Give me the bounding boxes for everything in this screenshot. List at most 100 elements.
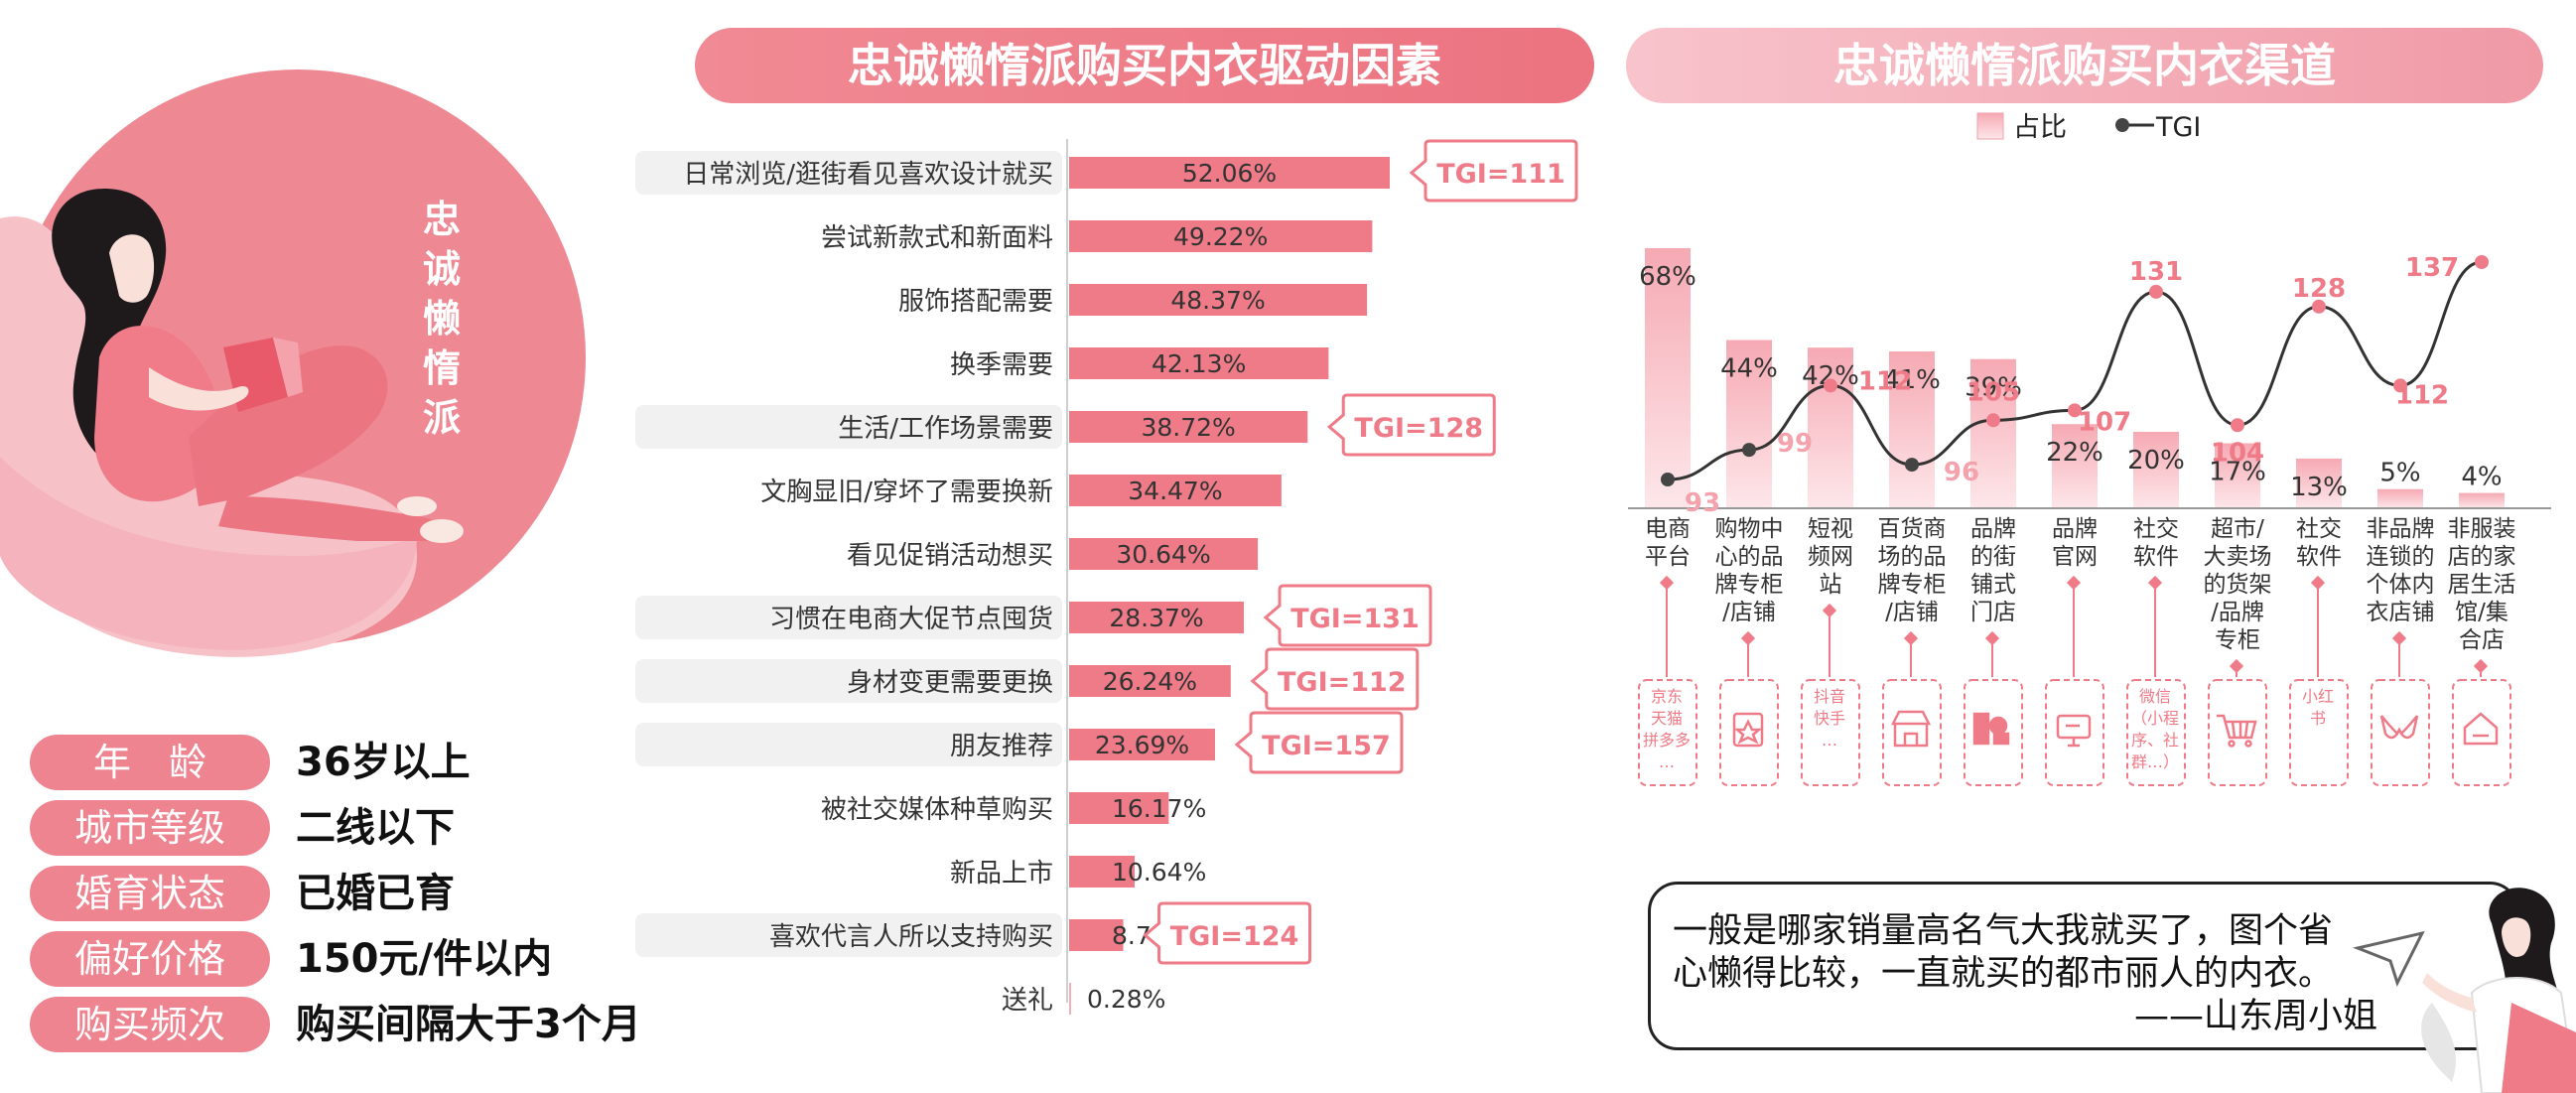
driver-bar xyxy=(1069,157,1390,189)
driver-value-label: 28.37% xyxy=(1109,604,1203,632)
tgi-point-label: 112 xyxy=(2395,380,2449,410)
persona-title-char: 惰 xyxy=(422,346,461,390)
tgi-callout-box xyxy=(1143,901,1312,965)
channel-category-label: 购物中心的品牌专柜/店铺 xyxy=(1715,516,1784,625)
driver-category-label: 送礼 xyxy=(1002,986,1053,1016)
paper-plane-icon xyxy=(2353,930,2425,987)
channel-bar-label: 4% xyxy=(2461,463,2502,492)
tgi-callout-label: TGI=128 xyxy=(1354,413,1483,444)
tgi-callout-label: TGI=124 xyxy=(1170,921,1299,952)
driver-value-label: 48.37% xyxy=(1170,286,1265,315)
channels-chart-title: 忠诚懒惰派购买内衣渠道 xyxy=(1626,28,2543,103)
driver-value-label: 10.64% xyxy=(1112,858,1206,887)
connector-diamond xyxy=(2147,575,2163,591)
channel-example-text: 抖音快手… xyxy=(1814,687,1845,750)
connector-diamond xyxy=(1822,603,1837,618)
driver-value-label: 0.28% xyxy=(1087,985,1165,1014)
quote-author: ——山东周小姐 xyxy=(2133,997,2377,1036)
channel-category-label: 非品牌连锁的个体内衣店铺 xyxy=(2367,516,2435,625)
driver-value-label: 49.22% xyxy=(1173,222,1268,251)
driver-value-label: 30.64% xyxy=(1116,540,1210,569)
profile-label: 年 龄 xyxy=(30,735,270,790)
channel-example-box xyxy=(2045,679,2104,786)
persona-title-char: 诚 xyxy=(422,247,461,291)
tgi-point xyxy=(2475,255,2489,269)
driver-category-label: 文胸显旧/穿坏了需要换新 xyxy=(760,478,1053,507)
connector-diamond xyxy=(2066,575,2082,591)
driver-value-label: 34.47% xyxy=(1128,477,1222,505)
channel-bar-label: 44% xyxy=(1720,353,1778,383)
channel-bar-label: 20% xyxy=(2127,446,2185,476)
quote-bubble: 一般是哪家销量高名气大我就买了，图个省 心懒得比较，一直就买的都市丽人的内衣。 … xyxy=(1648,882,2519,1050)
channel-bar xyxy=(1645,248,1691,508)
driver-category-label: 尝试新款式和新面料 xyxy=(821,223,1053,253)
connector-diamond xyxy=(2473,658,2489,674)
persona-title-char: 忠 xyxy=(422,198,461,241)
channel-example-box xyxy=(1964,679,2023,786)
connector-diamond xyxy=(2391,630,2407,646)
drivers-bar-chart: 日常浏览/逛街看见喜欢设计就买 52.06% TGI=111 尝试新款式和新面料 49.… xyxy=(635,139,1578,1016)
channel-bar xyxy=(2133,431,2179,508)
tgi-point-label: 128 xyxy=(2292,274,2346,304)
driver-bar xyxy=(1069,284,1368,316)
driver-bar xyxy=(1069,220,1373,252)
body-shape xyxy=(94,326,224,502)
connector-diamond xyxy=(2229,658,2244,674)
driver-value-label: 26.24% xyxy=(1103,667,1197,696)
driver-bar xyxy=(1069,983,1071,1015)
profile-label: 城市等级 xyxy=(30,800,270,856)
channel-bar xyxy=(1889,351,1935,508)
channel-example-text: 小红书 xyxy=(2302,687,2334,728)
driver-bar xyxy=(1069,602,1245,633)
drivers-chart-title: 忠诚懒惰派购买内衣驱动因素 xyxy=(695,28,1594,103)
profile-value: 二线以下 xyxy=(296,805,455,851)
tgi-point xyxy=(1661,473,1675,486)
tgi-point-label: 107 xyxy=(2078,407,2131,437)
legend-swatch-share xyxy=(1976,112,2004,140)
driver-value-label: 42.13% xyxy=(1152,349,1246,378)
shop-icon xyxy=(1972,712,2010,746)
channel-bar-label: 17% xyxy=(2209,458,2266,487)
channel-bar xyxy=(2052,424,2098,508)
profile-label: 购买频次 xyxy=(30,997,270,1052)
tgi-point-label: 104 xyxy=(2211,438,2264,468)
channel-example-box xyxy=(2208,679,2267,786)
legend-label-share: 占比 xyxy=(2013,112,2067,143)
driver-bar xyxy=(1069,919,1124,951)
tgi-callout-label: TGI=111 xyxy=(1436,159,1565,190)
channel-example-box xyxy=(1801,679,1860,786)
cart-icon xyxy=(2217,714,2257,748)
connector-diamond xyxy=(1659,575,1675,591)
tgi-callout-box xyxy=(1409,139,1578,203)
tgi-callout-label: TGI=131 xyxy=(1290,604,1420,634)
highlight-row xyxy=(635,659,1062,703)
highlight-row xyxy=(635,405,1062,449)
channel-bar-label: 22% xyxy=(2046,438,2103,468)
driver-category-label: 朋友推荐 xyxy=(950,732,1053,761)
tgi-callout-label: TGI=157 xyxy=(1262,731,1391,761)
tgi-callout: TGI=128 xyxy=(1326,393,1496,457)
driver-bar xyxy=(1069,729,1215,760)
channel-category-label: 电商平台 xyxy=(1645,516,1691,570)
connector-diamond xyxy=(1740,630,1756,646)
tgi-point xyxy=(2231,418,2244,433)
profile-label: 婚育状态 xyxy=(30,866,270,921)
highlight-row xyxy=(635,913,1062,957)
driver-category-label: 服饰搭配需要 xyxy=(898,287,1053,317)
channel-bar xyxy=(2459,492,2505,508)
quote-line: 心懒得比较，一直就买的都市丽人的内衣。 xyxy=(1673,954,2334,994)
quote-line: 一般是哪家销量高名气大我就买了，图个省 xyxy=(1673,911,2334,951)
tgi-point xyxy=(2393,378,2407,393)
channel-bar-label: 39% xyxy=(1965,373,2022,403)
tgi-callout: TGI=112 xyxy=(1250,647,1420,711)
driver-category-label: 新品上市 xyxy=(950,859,1053,888)
driver-bar xyxy=(1069,856,1136,888)
driver-bar xyxy=(1069,792,1169,824)
profile-value: 购买间隔大于3个月 xyxy=(296,1002,641,1047)
channel-example-box xyxy=(2289,679,2349,786)
tgi-point xyxy=(1742,443,1756,458)
storefront-icon xyxy=(1890,710,1932,748)
profile-value: 36岁以上 xyxy=(296,740,471,785)
connector-diamond xyxy=(2310,575,2326,591)
bra-icon xyxy=(2379,715,2419,740)
